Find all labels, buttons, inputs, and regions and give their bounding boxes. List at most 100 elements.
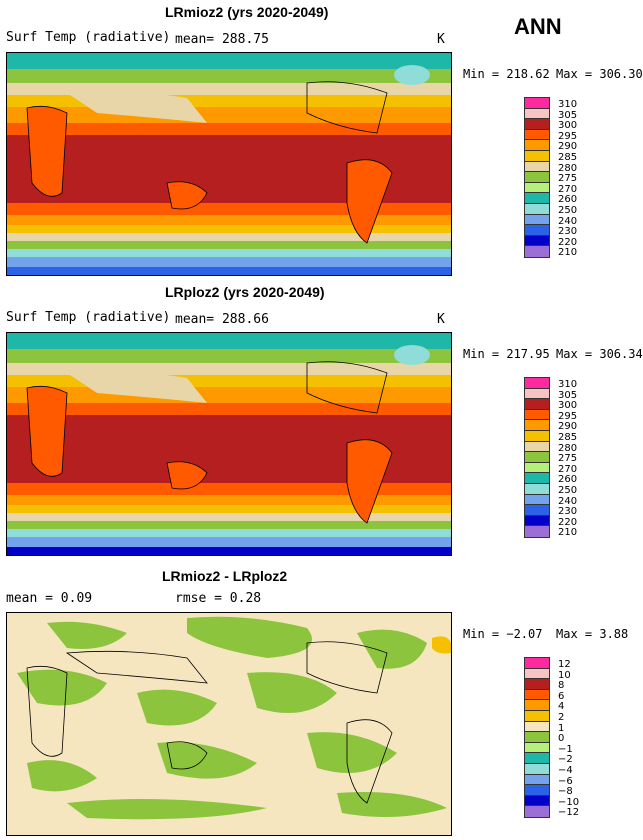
- colorbar-tick-label: 8: [558, 680, 565, 692]
- colorbar-tick-label: 2: [558, 712, 565, 723]
- australia-outline: [166, 181, 208, 210]
- colorbar-cell: [525, 108, 549, 120]
- panel-1-min: Min = 218.62: [463, 67, 550, 81]
- panel-1-map-svg: [7, 53, 451, 275]
- colorbar-cell: [525, 742, 549, 754]
- colorbar-cell: [525, 763, 549, 775]
- panel-1-mean: mean= 288.75: [175, 32, 269, 47]
- colorbar-tick-label: 300: [558, 120, 578, 132]
- colorbar-tick-label: 220: [558, 236, 578, 248]
- colorbar-cell: [525, 214, 549, 226]
- colorbar-tick-label: 220: [558, 516, 578, 528]
- colorbar-cell: [525, 515, 549, 527]
- colorbar-cell: [525, 526, 549, 537]
- colorbar-cell: [525, 658, 549, 669]
- arctic-band: [7, 53, 451, 69]
- colorbar-tick-label: 285: [558, 152, 578, 163]
- panel-3-title: LRmioz2 - LRploz2: [162, 568, 288, 584]
- colorbar-cell: [525, 225, 549, 236]
- colorbar-tick-label: 4: [558, 701, 565, 713]
- panel-2-colorbar-ticks: 310 305 300 295 290 285 280 275 270 260 250 240 230 2…: [558, 379, 608, 549]
- colorbar-tick-label: 10: [558, 669, 571, 681]
- panel-2-colorbar: [524, 377, 550, 549]
- colorbar-cell: [525, 494, 549, 506]
- subarctic-band: [7, 69, 451, 83]
- panel-3-mean: mean = 0.09: [6, 591, 93, 606]
- panel-2-map-svg: [7, 333, 451, 555]
- colorbar-cell: [525, 182, 549, 194]
- colorbar-tick-label: −4: [558, 765, 573, 776]
- colorbar-tick-label: 295: [558, 130, 578, 142]
- hot-north-band: [7, 123, 451, 135]
- antarctic-interior-band: [7, 267, 451, 275]
- colorbar-tick-label: 285: [558, 432, 578, 443]
- colorbar-tick-label: 1: [558, 722, 565, 734]
- colorbar-tick-label: 270: [558, 463, 578, 475]
- colorbar-cell: [525, 806, 549, 817]
- panel-3-colorbar: [524, 657, 550, 829]
- colorbar-cell: [525, 785, 549, 796]
- panel-2-variable-label: Surf Temp (radiative): [6, 310, 171, 325]
- colorbar-tick-label: −1: [558, 743, 573, 755]
- colorbar-tick-label: 305: [558, 389, 578, 401]
- colorbar-tick-label: −2: [558, 754, 573, 766]
- panel-2-max: Max = 306.34: [556, 347, 643, 361]
- panel-2-title: LRploz2 (yrs 2020-2049): [165, 284, 325, 300]
- colorbar-tick-label: 230: [558, 506, 578, 518]
- colorbar-tick-label: 0: [558, 733, 565, 745]
- subtrop-south-band: [7, 215, 451, 225]
- colorbar-cell: [525, 119, 549, 130]
- colorbar-tick-label: 210: [558, 527, 578, 539]
- panel-3-map: [6, 612, 452, 836]
- africa-outline: [26, 105, 68, 197]
- antarctic-band: [7, 257, 451, 267]
- colorbar-tick-label: 305: [558, 109, 578, 121]
- panel-1-max: Max = 306.30: [556, 67, 643, 81]
- eurasia-land: [67, 91, 207, 123]
- colorbar-cell: [525, 129, 549, 141]
- colorbar-tick-label: 310: [558, 99, 578, 110]
- colorbar-tick-label: 290: [558, 141, 578, 153]
- panel-1-map: [6, 52, 452, 276]
- colorbar-cell: [525, 774, 549, 786]
- colorbar-tick-label: 230: [558, 226, 578, 238]
- colorbar-tick-label: 280: [558, 162, 578, 174]
- colorbar-cell: [525, 721, 549, 733]
- colorbar-cell: [525, 246, 549, 257]
- colorbar-cell: [525, 483, 549, 495]
- colorbar-tick-label: 295: [558, 410, 578, 422]
- panel-2-colorbar-cells: [524, 377, 550, 538]
- colorbar-tick-label: 240: [558, 495, 578, 507]
- panel-2-mean: mean= 288.66: [175, 312, 269, 327]
- colorbar-cell: [525, 732, 549, 743]
- colorbar-cell: [525, 172, 549, 183]
- colorbar-cell: [525, 473, 549, 484]
- colorbar-tick-label: −12: [558, 807, 580, 819]
- greenland: [394, 65, 430, 85]
- panel-3-map-svg: [7, 613, 451, 835]
- colorbar-cell: [525, 795, 549, 807]
- colorbar-tick-label: 270: [558, 183, 578, 195]
- antarctic-coast-band: [7, 249, 451, 257]
- colorbar-tick-label: −6: [558, 775, 573, 787]
- colorbar-cell: [525, 98, 549, 109]
- panel-1-variable-label: Surf Temp (radiative): [6, 30, 171, 45]
- panel-1-units: K: [437, 32, 445, 47]
- colorbar-cell: [525, 441, 549, 453]
- colorbar-cell: [525, 679, 549, 690]
- midlat-south-band: [7, 233, 451, 241]
- colorbar-tick-label: −10: [558, 796, 580, 808]
- colorbar-cell: [525, 193, 549, 204]
- colorbar-cell: [525, 409, 549, 421]
- colorbar-tick-label: 280: [558, 442, 578, 454]
- warm-south-band: [7, 225, 451, 233]
- colorbar-cell: [525, 462, 549, 474]
- colorbar-cell: [525, 420, 549, 431]
- colorbar-tick-label: 250: [558, 485, 578, 496]
- panel-1-colorbar-ticks: 310 305 300 295 290 285 280 275 270 260 250 240 230 2…: [558, 99, 608, 269]
- colorbar-tick-label: 210: [558, 247, 578, 259]
- colorbar-cell: [525, 235, 549, 247]
- panel-2-units: K: [437, 312, 445, 327]
- panel-3-colorbar-ticks: 12 10 8 6 4 2 1 0 −1 −2 −4 −6 −8 −10 −12: [558, 659, 608, 829]
- panel-3-max: Max = 3.88: [556, 627, 629, 641]
